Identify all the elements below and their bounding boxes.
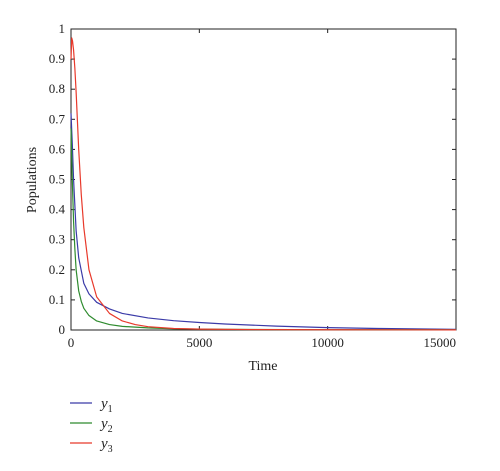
legend-label-y2: y2 <box>99 416 113 435</box>
series-lines <box>70 37 457 331</box>
y-tick-label: 0.5 <box>49 172 65 187</box>
y-axis-label: Populations <box>25 147 40 213</box>
x-tick-label: 0 <box>68 335 75 350</box>
y-tick-label: 0.6 <box>49 141 66 156</box>
series-line-y3 <box>70 37 457 331</box>
x-axis-label: Time <box>248 359 277 374</box>
plot-frame <box>70 28 457 331</box>
legend-label-subscript: 1 <box>108 404 113 415</box>
y-tick-label: 1 <box>59 21 66 36</box>
y-tick-label: 0 <box>59 322 66 337</box>
series-line-y1 <box>70 113 457 330</box>
x-tick-label: 5000 <box>186 335 212 350</box>
y-tick-label: 0.7 <box>49 111 66 126</box>
legend-label-base: y <box>99 436 108 452</box>
series-line-y2 <box>70 128 457 331</box>
y-tick-label: 0.8 <box>49 81 65 96</box>
legend-label-base: y <box>99 396 108 412</box>
y-axis: 0 0.1 0.2 0.3 0.4 0.5 0.6 0.7 0.8 0.9 1 <box>49 21 456 337</box>
legend-label-y1: y1 <box>99 396 113 415</box>
legend-label-base: y <box>99 416 108 432</box>
x-axis: 0 5000 10000 15000 <box>68 29 457 350</box>
x-tick-label: 15000 <box>424 335 457 350</box>
y-tick-label: 0.9 <box>49 51 65 66</box>
legend-label-y3: y3 <box>99 436 113 455</box>
y-tick-label: 0.3 <box>49 232 65 247</box>
legend-label-subscript: 3 <box>108 444 113 455</box>
y-tick-label: 0.2 <box>49 262 65 277</box>
x-tick-label: 10000 <box>311 335 344 350</box>
y-tick-label: 0.1 <box>49 292 65 307</box>
y-tick-label: 0.4 <box>49 202 66 217</box>
legend-label-subscript: 2 <box>108 424 113 435</box>
